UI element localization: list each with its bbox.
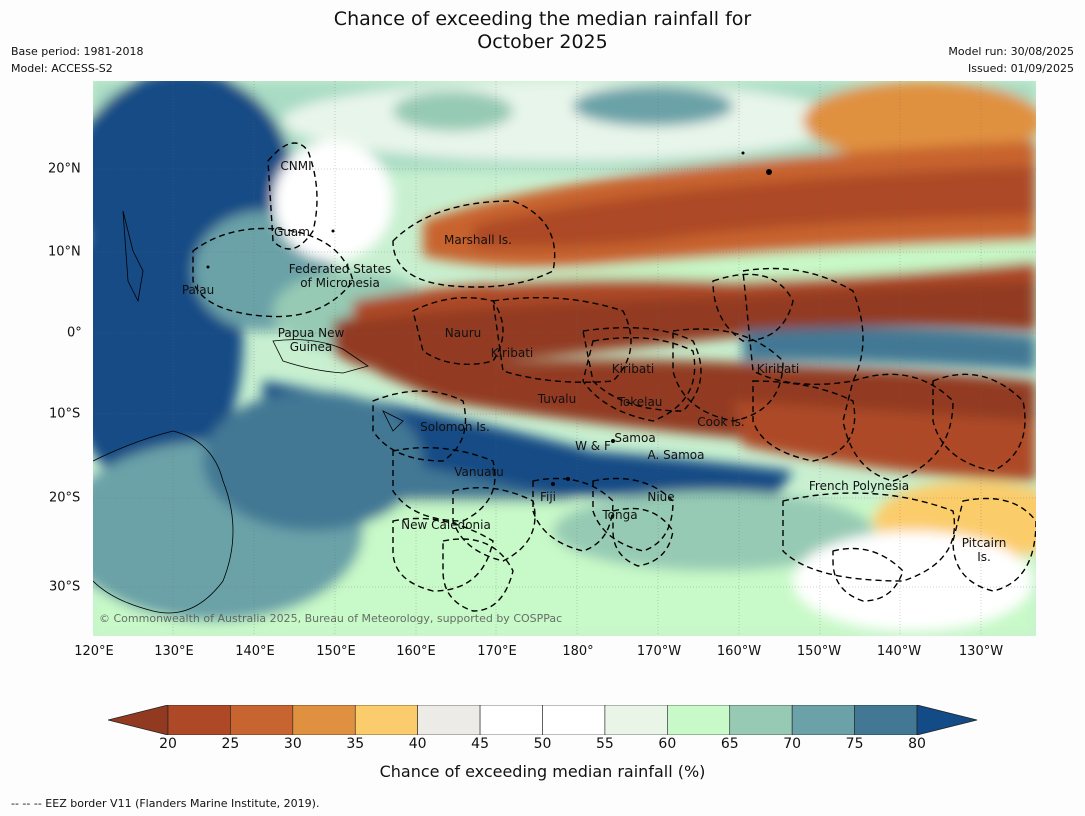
colorbar-segment (542, 705, 606, 735)
colorbar-segment (230, 705, 294, 735)
colorbar-tick-label: 25 (221, 736, 240, 752)
lon-label-120e: 120°E (74, 644, 114, 659)
colorbar-tick-label: 65 (720, 736, 739, 752)
lon-label-130e: 130°E (154, 644, 194, 659)
model-name: Model: ACCESS-S2 (11, 62, 113, 75)
label-solomon: Solomon Is. (420, 420, 490, 434)
lon-label-150e: 150°E (316, 644, 356, 659)
label-cook-islands: Cook Is. (697, 415, 745, 429)
colorbar-segment (729, 705, 793, 735)
lon-label-140e: 140°E (235, 644, 275, 659)
lat-label-30s: 30°S (49, 579, 81, 595)
label-png: Papua New Guinea (278, 326, 345, 354)
colorbar-segment (791, 705, 855, 735)
copyright-notice: © Commonwealth of Australia 2025, Bureau… (99, 612, 563, 625)
label-kiribati-central: Kiribati (611, 362, 655, 376)
label-fsm: Federated States of Micronesia (289, 262, 391, 290)
colorbar (108, 705, 978, 735)
lat-label-20s: 20°S (49, 490, 81, 506)
label-kiribati-west: Kiribati (490, 346, 534, 360)
colorbar-segment (292, 705, 356, 735)
colorbar-tick-label: 75 (845, 736, 864, 752)
coastlines (93, 210, 404, 614)
map-svg (93, 81, 1036, 636)
colorbar-tick-label: 70 (783, 736, 802, 752)
colorbar-segment (667, 705, 731, 735)
label-fsm-line1: Federated States (288, 262, 392, 276)
label-guam: Guam (274, 225, 310, 239)
colorbar-tick-label: 55 (595, 736, 614, 752)
eez-borders (192, 142, 1036, 612)
islands (206, 151, 772, 486)
lon-label-160w: 160°W (716, 644, 762, 659)
lon-label-150w: 150°W (796, 644, 842, 659)
label-nauru: Nauru (444, 326, 482, 340)
label-png-line1: Papua New (277, 326, 345, 340)
label-samoa: Samoa (614, 431, 656, 445)
lon-label-170e: 170°E (477, 644, 517, 659)
colorbar-under-arrow (108, 705, 169, 735)
label-png-line2: Guinea (289, 340, 333, 354)
lon-label-170w: 170°W (636, 644, 682, 659)
label-wallis-futuna: W & F (575, 439, 611, 453)
colorbar-tick-label: 45 (471, 736, 489, 752)
colorbar-tick-label: 60 (658, 736, 677, 752)
colorbar-segment (354, 705, 418, 735)
label-french-polynesia: French Polynesia (808, 479, 910, 493)
lon-label-180: 180° (562, 644, 594, 659)
label-cnmi: CNMI (280, 159, 312, 173)
left-metadata: Base period: 1981-2018 Model: ACCESS-S2 (11, 43, 143, 77)
colorbar-label: Chance of exceeding median rainfall (%) (379, 762, 706, 781)
lon-label-160e: 160°E (396, 644, 436, 659)
lon-label-140w: 140°W (876, 644, 922, 659)
colorbar-tick-label: 40 (408, 736, 427, 752)
label-kiribati-east: Kiribati (756, 362, 800, 376)
label-american-samoa: A. Samoa (647, 448, 705, 462)
issued-date: Issued: 01/09/2025 (967, 62, 1074, 75)
label-niue: Niue (647, 490, 675, 504)
label-marshall: Marshall Is. (444, 233, 512, 247)
colorbar-segments (167, 705, 918, 735)
label-fsm-line2: of Micronesia (300, 276, 380, 290)
lat-label-10s: 10°S (49, 406, 81, 422)
label-fiji: Fiji (539, 490, 557, 504)
label-tonga: Tonga (602, 508, 638, 522)
label-pitcairn: Pitcairn Is. (962, 536, 1007, 564)
colorbar-tick-label: 50 (533, 736, 552, 752)
colorbar-tick-label: 80 (908, 736, 926, 752)
colorbar-tick-label: 20 (159, 736, 177, 752)
lat-label-10n: 10°N (48, 244, 81, 260)
rainfall-map: © Commonwealth of Australia 2025, Bureau… (93, 81, 1036, 636)
title-line-1: Chance of exceeding the median rainfall … (333, 8, 752, 30)
colorbar-over-arrow (916, 705, 978, 735)
base-period: Base period: 1981-2018 (11, 45, 144, 58)
colorbar-segment (417, 705, 481, 735)
lat-label-0: 0° (67, 325, 82, 341)
label-pitcairn-line1: Pitcairn (961, 536, 1007, 550)
colorbar-tick-label: 30 (283, 736, 302, 752)
label-tokelau: Tokelau (617, 395, 663, 409)
label-tuvalu: Tuvalu (537, 392, 577, 406)
label-new-caledonia: New Caledonia (401, 518, 491, 532)
model-run: Model run: 30/08/2025 (948, 45, 1074, 58)
title-line-2: October 2025 (477, 31, 608, 53)
lat-label-20n: 20°N (48, 161, 81, 177)
lon-label-130w: 130°W (958, 644, 1004, 659)
label-vanuatu: Vanuatu (454, 465, 504, 479)
colorbar-segment (167, 705, 231, 735)
colorbar-segment (854, 705, 918, 735)
colorbar-tick-label: 35 (346, 736, 365, 752)
colorbar-segment (479, 705, 543, 735)
map-title: Chance of exceeding the median rainfall … (0, 8, 1085, 54)
label-pitcairn-line2: Is. (977, 550, 991, 564)
gridlines (93, 81, 1036, 636)
colorbar-segment (604, 705, 668, 735)
label-palau: Palau (181, 283, 215, 297)
eez-footnote: -- -- -- EEZ border V11 (Flanders Marine… (11, 797, 320, 810)
right-metadata: Model run: 30/08/2025 Issued: 01/09/2025 (948, 43, 1074, 77)
